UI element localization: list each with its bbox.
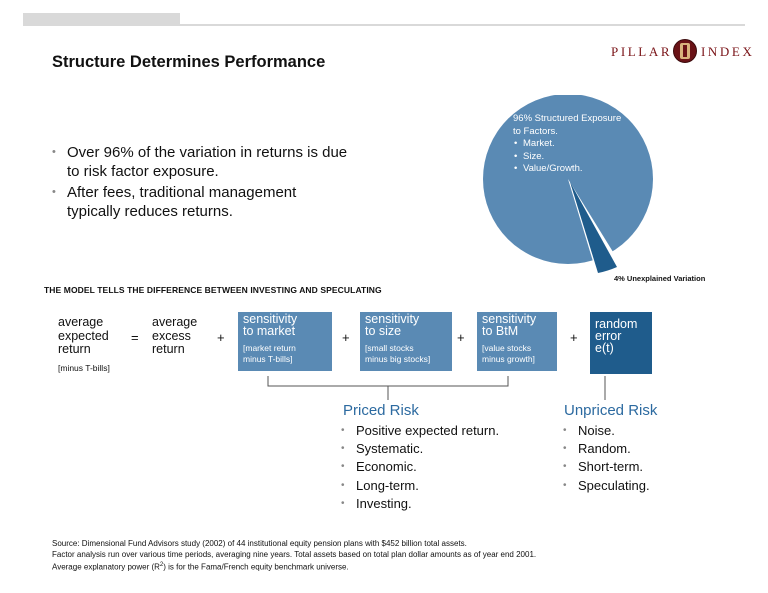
equation-lhs: average expected return [58, 315, 109, 357]
pie-structured-label: 96% Structured Exposure to Factors. Mark… [513, 113, 623, 176]
footnote-line: Average explanatory power (R2) is for th… [52, 562, 349, 572]
list-item: Noise. [563, 422, 650, 440]
list-item: Investing. [341, 495, 499, 513]
factor-box-title: sensitivity to market [243, 312, 298, 338]
bullet-item: • After fees, traditional management typ… [52, 183, 352, 221]
pie-factor-item: Size. [514, 151, 623, 164]
equals-sign: = [131, 330, 139, 345]
equation-excess-line: average [152, 315, 198, 329]
logo-text-right: INDEX [701, 44, 755, 59]
priced-risk-title: Priced Risk [343, 402, 419, 419]
pie-factor-item: Value/Growth. [514, 163, 623, 176]
factor-box-note: [market return minus T-bills] [243, 343, 296, 364]
plus-sign: + [342, 330, 350, 345]
random-error-box: random error e(t) [590, 312, 652, 374]
equation-lhs-note: [minus T-bills] [58, 363, 110, 373]
footnote-line: Factor analysis run over various time pe… [52, 549, 537, 559]
factor-box-title: sensitivity to size [365, 312, 420, 338]
priced-risk-list: Positive expected return. Systematic. Ec… [341, 422, 499, 513]
pie-structured-title: 96% Structured Exposure to Factors. [513, 113, 622, 137]
pie-factor-item: Market. [514, 138, 623, 151]
size-factor-box: sensitivity to size [small stocks minus bi… [360, 312, 452, 371]
unpriced-risk-title: Unpriced Risk [564, 402, 658, 419]
logo-text-left: PILLAR [611, 44, 673, 59]
plus-sign: + [457, 330, 465, 345]
list-item: Economic. [341, 458, 499, 476]
source-footnote: Source: Dimensional Fund Advisors study … [52, 539, 536, 573]
list-item: Speculating. [563, 477, 650, 495]
pie-slice-unexplained [570, 182, 617, 273]
list-item: Positive expected return. [341, 422, 499, 440]
bullet-text: Over 96% of the variation in returns is … [67, 144, 348, 180]
unpriced-risk-list: Noise. Random. Short-term. Speculating. [563, 422, 650, 495]
factor-box-note: [small stocks minus big stocks] [365, 343, 431, 364]
list-item: Random. [563, 440, 650, 458]
factor-box-note: [value stocks minus growth] [482, 343, 535, 364]
bullet-text: After fees, traditional management typic… [67, 184, 297, 220]
equation-lhs-line: expected [58, 328, 109, 343]
pillar-index-logo: PILLAR INDEX [611, 39, 753, 63]
list-item: Systematic. [341, 440, 499, 458]
value-factor-box: sensitivity to BtM [value stocks minus gro… [477, 312, 557, 371]
list-item: Long-term. [341, 477, 499, 495]
footnote-line: Source: Dimensional Fund Advisors study … [52, 539, 467, 548]
equation-lhs-line: average [58, 315, 104, 329]
equation-excess-line: return [152, 342, 185, 356]
bullet-dot-icon: • [52, 186, 56, 198]
plus-sign: + [217, 330, 225, 345]
error-box-title: random error e(t) [595, 317, 638, 355]
pillar-emblem-icon [673, 39, 697, 63]
model-heading: THE MODEL TELLS THE DIFFERENCE BETWEEN I… [44, 285, 382, 295]
bullet-dot-icon: • [52, 146, 56, 158]
plus-sign: + [570, 330, 578, 345]
bullet-item: • Over 96% of the variation in returns i… [52, 143, 352, 181]
pie-unexplained-label: 4% Unexplained Variation [614, 274, 706, 283]
equation-excess-line: excess [152, 328, 191, 343]
header-rule [23, 24, 745, 26]
factor-box-title: sensitivity to BtM [482, 312, 537, 338]
list-item: Short-term. [563, 458, 650, 476]
equation-lhs-line: return [58, 342, 91, 356]
market-factor-box: sensitivity to market [market return minus… [238, 312, 332, 371]
priced-risk-bracket [267, 376, 509, 387]
header-bar-accent [23, 13, 180, 25]
page-title: Structure Determines Performance [52, 53, 326, 71]
equation-excess-return: average excess return [152, 315, 198, 357]
